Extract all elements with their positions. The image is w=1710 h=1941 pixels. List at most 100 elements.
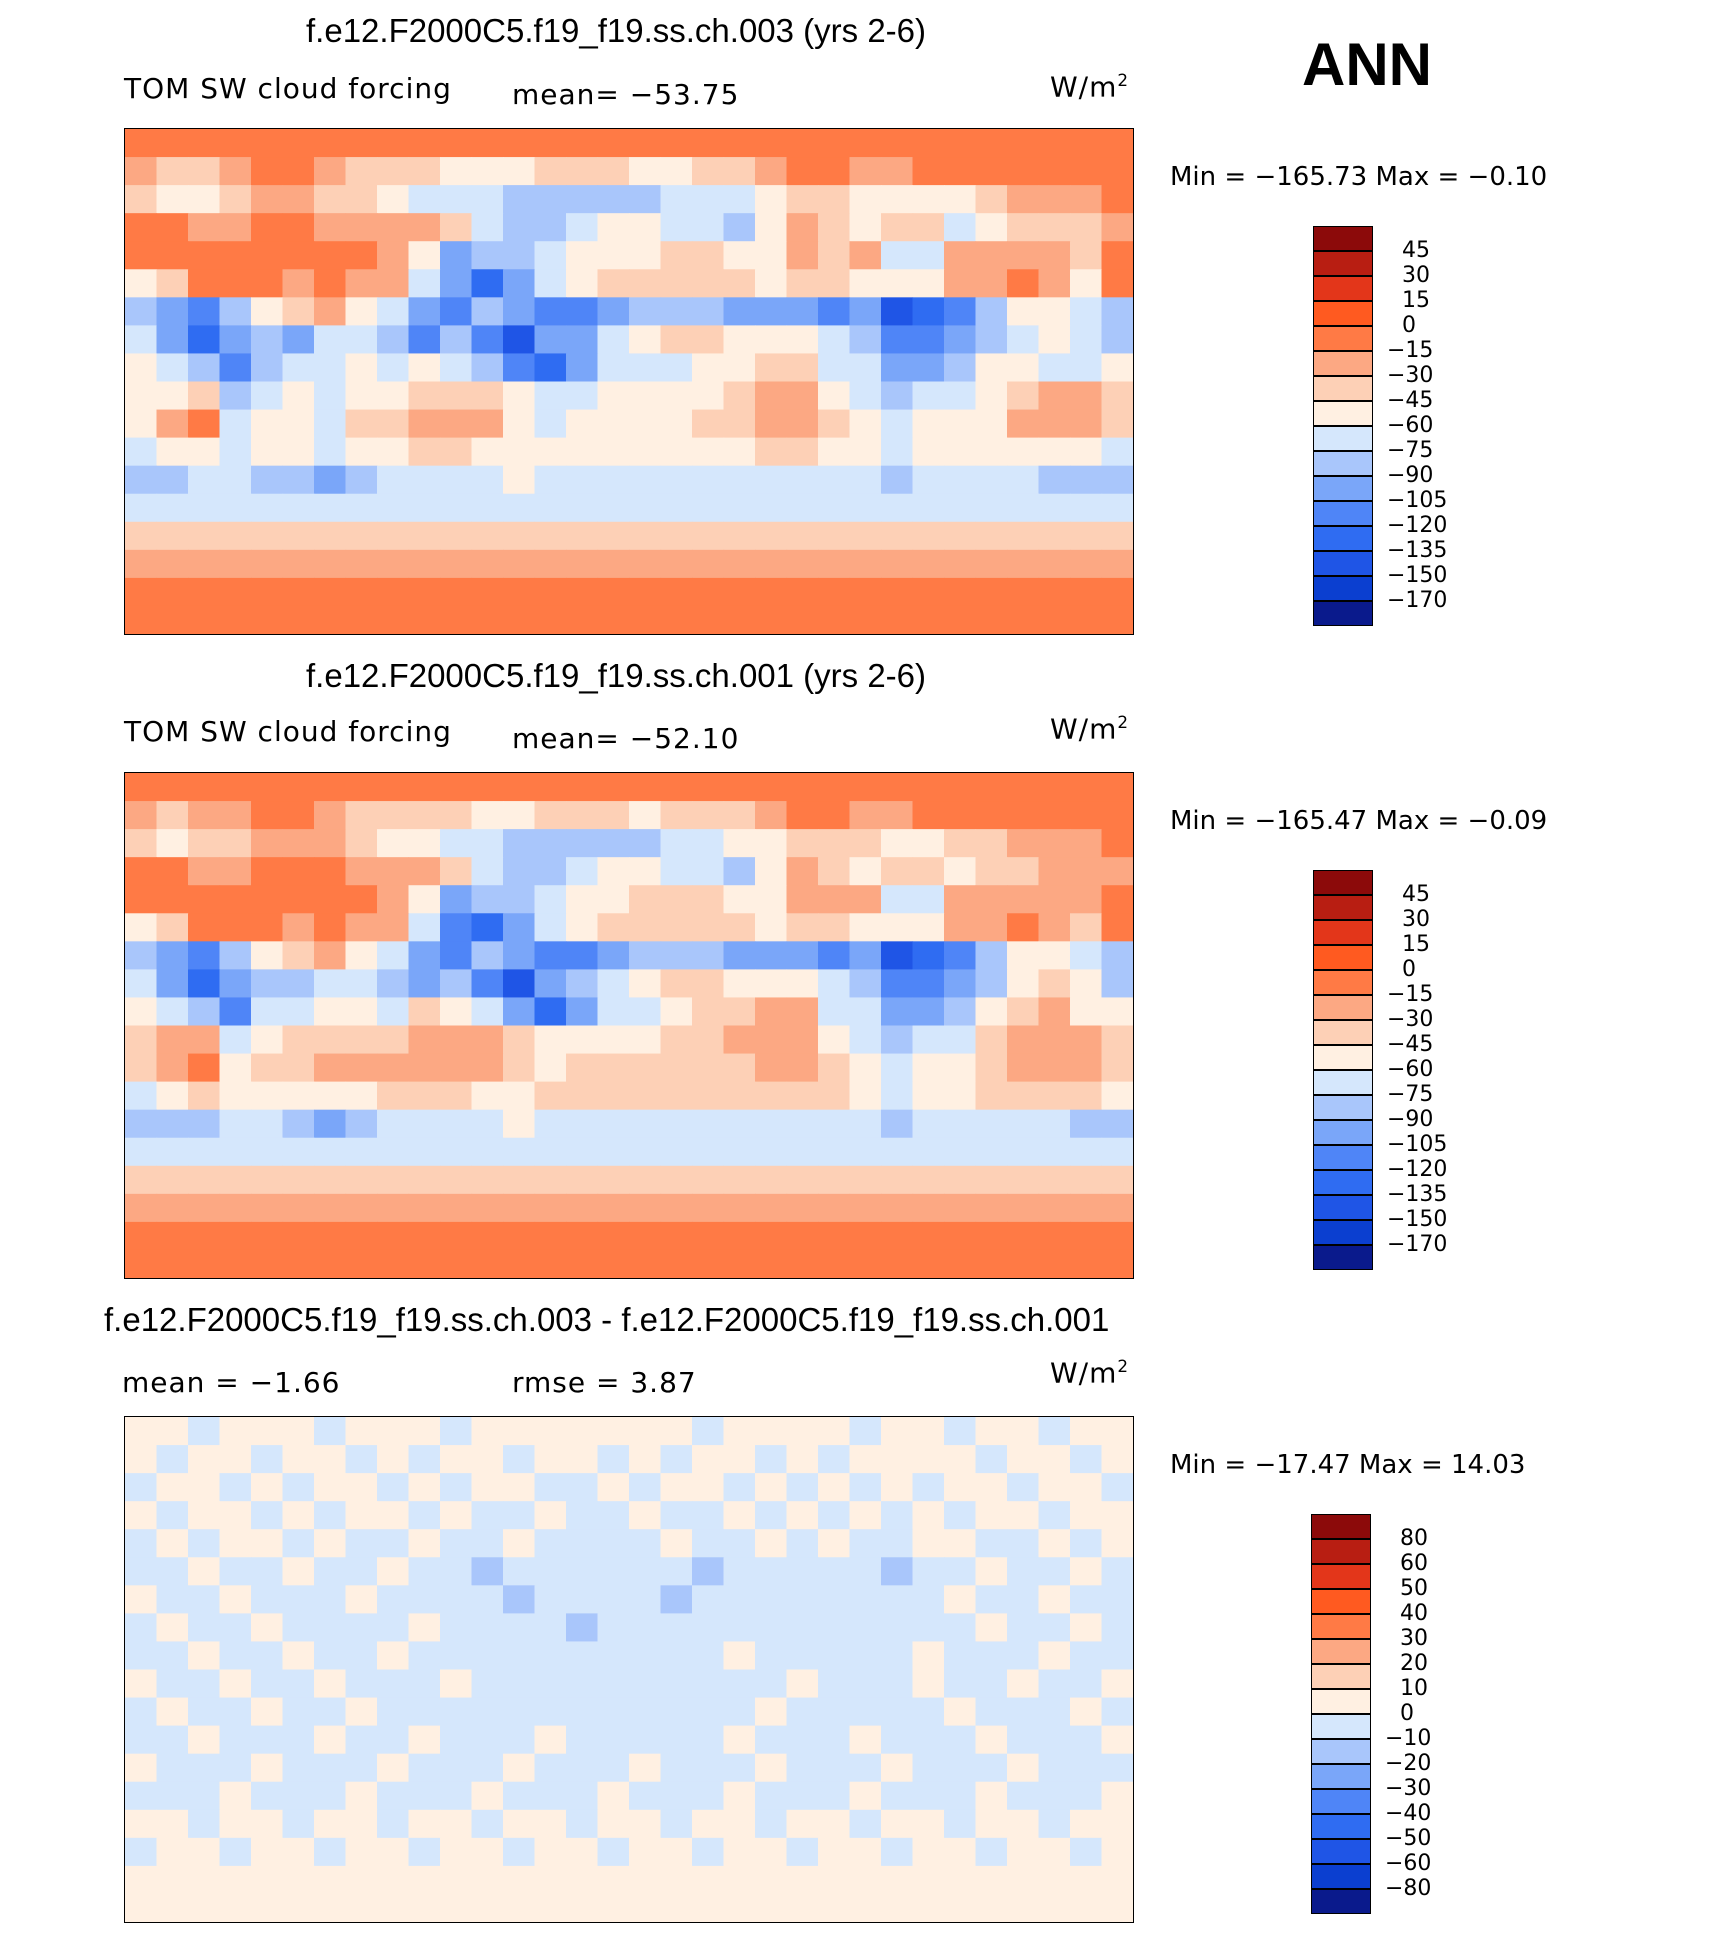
field-cell [597, 213, 630, 242]
field-cell [156, 1081, 189, 1111]
field-cell [345, 157, 378, 186]
field-cell [692, 213, 725, 242]
field-cell [377, 801, 410, 830]
field-cell [1070, 1669, 1103, 1699]
field-cell [755, 157, 788, 186]
field-cell [881, 829, 914, 858]
field-cell [534, 1193, 567, 1223]
field-cell [755, 297, 788, 326]
colorbar-box [1313, 995, 1373, 1020]
field-cell [377, 1473, 410, 1502]
field-cell [408, 1865, 441, 1895]
field-cell [881, 1641, 914, 1671]
field-cell [1007, 1529, 1040, 1558]
field-cell [881, 1165, 914, 1195]
colorbar-box [1313, 401, 1373, 426]
field-cell [219, 1865, 252, 1895]
field-cell [314, 1417, 347, 1446]
field-cell [975, 1165, 1008, 1195]
field-cell [723, 325, 756, 355]
field-cell [818, 157, 851, 186]
field-cell [503, 885, 536, 914]
field-cell [188, 857, 221, 886]
field-cell [912, 1053, 945, 1083]
field-cell [314, 1221, 347, 1251]
field-cell [125, 913, 158, 942]
field-cell [1007, 1865, 1040, 1895]
field-cell [629, 213, 662, 242]
field-cell [597, 1445, 630, 1474]
field-cell [818, 1837, 851, 1867]
field-cell [188, 1081, 221, 1111]
field-cell [786, 1417, 819, 1446]
field-cell [1007, 269, 1040, 298]
colorbar-box [1311, 1889, 1371, 1914]
field-cell [912, 801, 945, 830]
field-cell [881, 1697, 914, 1727]
colorbar-tick-label: 20 [1400, 1651, 1428, 1676]
field-cell [345, 1669, 378, 1699]
field-cell [912, 1109, 945, 1139]
field-cell [944, 1081, 977, 1111]
field-cell [944, 1641, 977, 1671]
field-cell [188, 1865, 221, 1895]
field-cell [251, 1641, 284, 1671]
field-cell [282, 381, 315, 411]
field-cell [219, 829, 252, 858]
field-cell [818, 1669, 851, 1699]
field-cell [503, 1109, 536, 1139]
field-cell [912, 1501, 945, 1530]
field-cell [566, 1613, 599, 1643]
field-cell [440, 1585, 473, 1614]
field-cell [912, 829, 945, 858]
field-cell [345, 1697, 378, 1727]
field-cell [755, 493, 788, 523]
panel2-minmax: Min = −165.47 Max = −0.09 [1170, 806, 1548, 836]
field-cell [282, 1669, 315, 1699]
field-cell [156, 521, 189, 551]
field-cell [125, 857, 158, 886]
field-cell [156, 1221, 189, 1251]
field-cell [219, 1781, 252, 1811]
field-cell [881, 1809, 914, 1839]
field-cell [471, 1249, 504, 1278]
field-cell [1038, 521, 1071, 551]
field-cell [660, 1053, 693, 1083]
field-cell [944, 1837, 977, 1867]
field-cell [440, 157, 473, 186]
field-cell [251, 1249, 284, 1278]
field-cell [471, 1053, 504, 1083]
field-cell [786, 941, 819, 970]
field-cell [440, 773, 473, 802]
field-cell [314, 941, 347, 970]
field-cell [219, 549, 252, 579]
colorbar-box [1311, 1764, 1371, 1789]
field-cell [849, 605, 882, 634]
field-cell [282, 157, 315, 186]
field-cell [1101, 1445, 1133, 1474]
field-cell [1038, 409, 1071, 439]
field-cell [1070, 1725, 1103, 1755]
field-cell [219, 297, 252, 326]
field-cell [755, 1137, 788, 1167]
field-cell [534, 1501, 567, 1530]
field-cell [849, 409, 882, 439]
field-cell [723, 493, 756, 523]
panel3-mean: mean = −1.66 [122, 1366, 341, 1399]
field-cell [881, 1081, 914, 1111]
field-cell [156, 185, 189, 214]
field-cell [660, 605, 693, 634]
field-cell [723, 1445, 756, 1474]
field-cell [1101, 1249, 1133, 1278]
field-cell [282, 521, 315, 551]
field-cell [440, 521, 473, 551]
field-cell [219, 465, 252, 495]
field-cell [1038, 1837, 1071, 1867]
field-cell [314, 1697, 347, 1727]
field-cell [692, 1697, 725, 1727]
panel2-map [124, 772, 1134, 1279]
field-cell [786, 325, 819, 355]
field-cell [786, 269, 819, 298]
field-cell [282, 1529, 315, 1558]
field-cell [471, 465, 504, 495]
